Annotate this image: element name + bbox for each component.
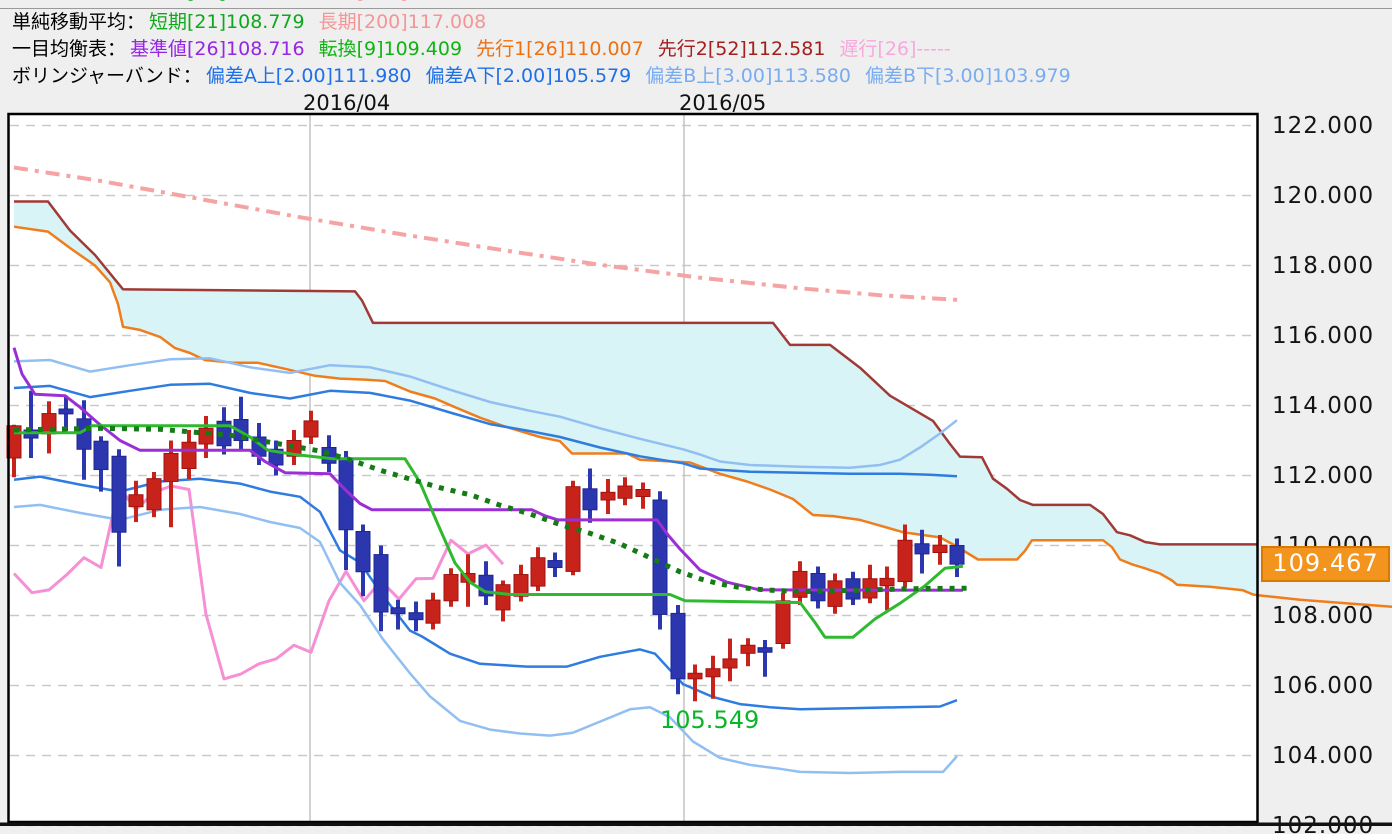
legend-row-sma: 単純移動平均： 短期[21]108.779 長期[200]117.008 (12, 9, 500, 36)
series-boll_a_upper (13, 382, 958, 478)
clipped-legend-row: 単純移動平均： 短期[21]108.779 長期[200]117.008 (0, 0, 1392, 7)
series-sma_short (13, 425, 969, 595)
candle-up (146, 472, 162, 518)
candle-down (111, 449, 127, 567)
candle-up (617, 477, 633, 506)
candle-down (390, 599, 406, 630)
candle-down (582, 468, 598, 523)
candle-down (914, 529, 930, 574)
series-boll_b_lower (13, 503, 958, 775)
candle-up (600, 479, 616, 514)
legend-item: 転換[9]109.409 (318, 38, 463, 60)
legend-row-bollinger: ボリンジャーバンド： 偏差A上[2.00]111.980 偏差A下[2.00]105… (12, 63, 1085, 90)
legend-item: 短期[21]108.779 (149, 11, 305, 33)
candle-up (303, 410, 319, 444)
candle-up (705, 655, 721, 699)
legend-item: 先行1[26]110.007 (476, 38, 644, 60)
candle-up (897, 524, 913, 588)
legend-item: 先行2[52]112.581 (657, 38, 826, 60)
candle-down (373, 545, 389, 632)
legend-item: 長期[200]117.008 (318, 11, 487, 33)
x-axis-label: 2016/05 (679, 91, 767, 115)
y-axis-label: 106.000 (1272, 672, 1375, 699)
y-axis-label: 104.000 (1272, 742, 1375, 769)
candle-up (635, 482, 651, 509)
candle-down (670, 605, 686, 695)
legend-item: 偏差B上[3.00]113.580 (645, 65, 851, 87)
series-sma_long (13, 165, 963, 303)
legend-item: 基準値[26]108.716 (130, 38, 305, 60)
series-kijun (12, 347, 964, 592)
x-axis-label: 2016/04 (303, 91, 391, 115)
candle-down (757, 640, 773, 677)
series-chikou (12, 484, 505, 681)
legend-row-ichimoku: 一目均衡表： 基準値[26]108.716 転換[9]109.409 先行1[26]1… (12, 36, 965, 63)
candle-down (338, 451, 354, 570)
candle-up (565, 480, 581, 576)
legend-item: 偏差A下[2.00]105.579 (425, 65, 632, 87)
y-axis-label: 120.000 (1272, 182, 1375, 209)
series-boll_a_lower (13, 475, 958, 711)
y-axis-label: 116.000 (1272, 322, 1375, 349)
candle-up (687, 664, 703, 702)
candle-down (58, 395, 74, 432)
candle-down (949, 538, 965, 577)
legend-item: 偏差A上[2.00]111.980 (205, 65, 412, 87)
candle-up (163, 440, 179, 528)
candle-down (233, 396, 249, 450)
legend-item: 長期[200]117.008 (319, 0, 487, 3)
legend-label: 一目均衡表： (12, 38, 127, 60)
candle-up (932, 535, 948, 565)
series-boll_b_upper (13, 357, 958, 470)
y-axis-label: 122.000 (1272, 112, 1375, 139)
candle-down (547, 552, 563, 577)
legend-row-clipped: 単純移動平均： 短期[21]108.779 長期[200]117.008 (12, 0, 500, 6)
panel-separator (0, 8, 1392, 9)
legend-item: 短期[21]108.779 (149, 0, 305, 3)
y-axis-label: 118.000 (1272, 252, 1375, 279)
candle-down (408, 601, 424, 632)
candle-up (425, 592, 441, 630)
low-price-annotation: 105.549 (660, 706, 760, 734)
candle-up (530, 547, 546, 591)
legend-item: 偏差B下[3.00]103.979 (864, 65, 1071, 87)
candle-up (740, 638, 756, 667)
y-axis-label: 102.000 (1272, 812, 1375, 834)
legend-label: 単純移動平均： (12, 11, 146, 33)
candle-down (93, 436, 109, 492)
candle-up (495, 580, 511, 622)
current-price-tag: 109.467 (1261, 546, 1390, 583)
candle-up (879, 566, 895, 611)
y-axis-label: 108.000 (1272, 602, 1375, 629)
legend-label: 単純移動平均： (12, 0, 145, 3)
y-axis-label: 112.000 (1272, 462, 1375, 489)
y-axis-label: 114.000 (1272, 392, 1375, 419)
candle-up (827, 573, 843, 614)
series-tenkan (14, 424, 964, 639)
candle-up (443, 568, 459, 607)
candle-up (722, 638, 738, 682)
candle-down (810, 566, 826, 609)
legend-item: 遅行[26]----- (839, 38, 951, 60)
legend-label: ボリンジャーバンド： (12, 65, 202, 87)
candle-up (128, 480, 144, 523)
candle-down (355, 524, 371, 597)
candle-down (216, 407, 232, 455)
